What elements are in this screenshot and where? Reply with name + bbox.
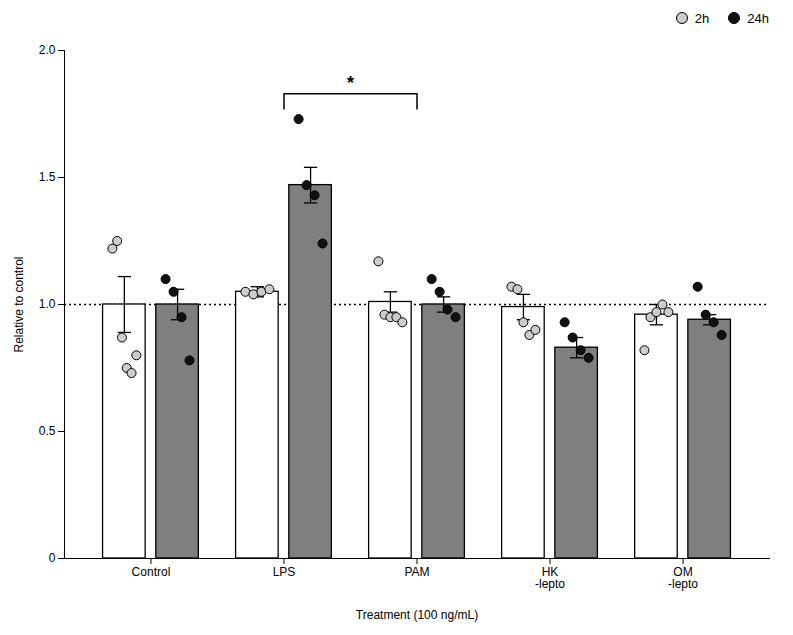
html-text:2h: 2h [694, 10, 710, 26]
svg-text:PAM: PAM [404, 565, 429, 579]
svg-text:1.5: 1.5 [39, 170, 56, 184]
svg-text:Treatment (100 ng/mL): Treatment (100 ng/mL) [356, 608, 478, 622]
svg-text:1.0: 1.0 [39, 297, 56, 311]
svg-text:0.5: 0.5 [39, 424, 56, 438]
svg-text:Relative to control: Relative to control [12, 256, 26, 352]
svg-text:*: * [347, 73, 354, 93]
svg-text:Control: Control [132, 565, 171, 579]
svg-text:LPS: LPS [273, 565, 296, 579]
svg-text:HK-lepto: HK-lepto [535, 565, 565, 591]
svg-text:0: 0 [49, 551, 56, 565]
html-text:24h: 24h [747, 10, 769, 26]
svg-text:OM-lepto: OM-lepto [668, 565, 698, 591]
svg-text:2.0: 2.0 [39, 43, 56, 57]
